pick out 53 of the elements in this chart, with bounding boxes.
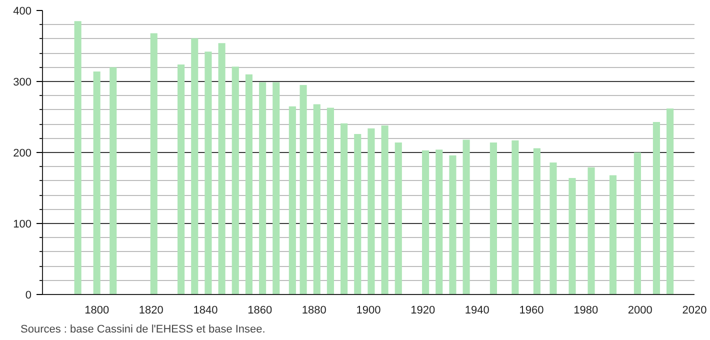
y-tick-label: 300 bbox=[13, 76, 32, 88]
x-tick-label: 1900 bbox=[356, 304, 381, 316]
bar bbox=[354, 134, 362, 294]
bar bbox=[588, 167, 595, 294]
x-tick-label: 1800 bbox=[84, 304, 110, 316]
bar bbox=[533, 148, 540, 294]
bar bbox=[490, 142, 497, 294]
bar bbox=[232, 66, 239, 294]
y-tick-label: 0 bbox=[25, 290, 32, 302]
bar bbox=[568, 178, 576, 294]
bar bbox=[462, 140, 470, 294]
bar bbox=[550, 162, 557, 294]
bar bbox=[381, 126, 388, 294]
bar bbox=[368, 128, 375, 294]
bar bbox=[288, 106, 296, 294]
x-tick-label: 2000 bbox=[628, 304, 652, 316]
x-tick-label: 1880 bbox=[302, 304, 326, 316]
x-tick-label: 2020 bbox=[682, 304, 707, 316]
bar bbox=[394, 142, 402, 294]
bar bbox=[110, 67, 117, 294]
source-note: Sources : base Cassini de l'EHESS et base Insee. bbox=[20, 324, 266, 336]
y-tick-label: 100 bbox=[13, 218, 32, 230]
bar bbox=[178, 64, 185, 294]
x-tick-label: 1840 bbox=[193, 304, 218, 316]
x-tick-label: 1860 bbox=[248, 304, 272, 316]
x-tick-label: 1940 bbox=[464, 304, 490, 316]
bar bbox=[313, 104, 320, 294]
bar bbox=[340, 123, 348, 294]
bar bbox=[204, 52, 212, 294]
x-tick-label: 1820 bbox=[138, 304, 164, 316]
bar bbox=[218, 43, 226, 294]
bar bbox=[609, 175, 617, 294]
bar bbox=[652, 122, 660, 294]
x-tick-label: 1980 bbox=[574, 304, 598, 316]
bar bbox=[634, 152, 641, 294]
bar bbox=[300, 85, 307, 294]
bar bbox=[512, 140, 519, 294]
bar bbox=[272, 82, 280, 294]
bar bbox=[422, 150, 430, 294]
bar bbox=[93, 72, 100, 294]
bar bbox=[666, 108, 674, 294]
bar bbox=[436, 150, 443, 294]
bar bbox=[245, 74, 252, 294]
bar bbox=[150, 33, 158, 294]
x-tick-label: 1960 bbox=[519, 304, 544, 316]
bar bbox=[191, 38, 198, 294]
bar bbox=[259, 82, 266, 294]
x-tick-label: 1920 bbox=[410, 304, 436, 316]
y-tick-label: 400 bbox=[13, 6, 32, 18]
bar bbox=[449, 155, 456, 294]
y-tick-label: 200 bbox=[13, 148, 32, 160]
bar bbox=[74, 21, 82, 294]
bar bbox=[326, 108, 334, 294]
